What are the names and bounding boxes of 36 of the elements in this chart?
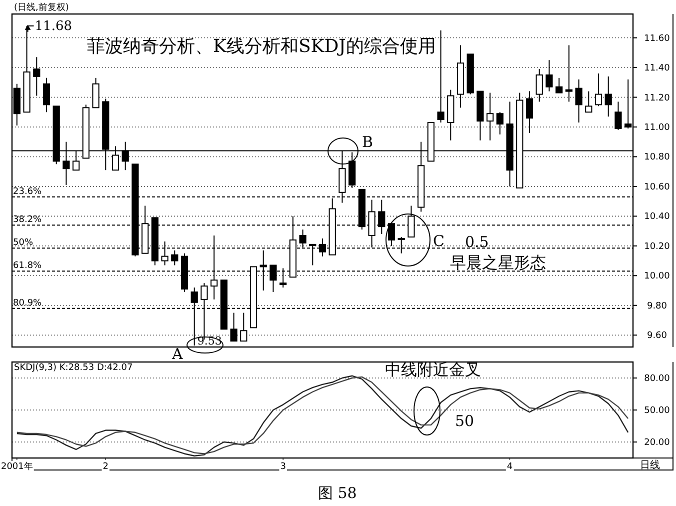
caption: 图 58 bbox=[318, 484, 357, 502]
x-tick-label: 2001年 bbox=[0, 461, 33, 472]
annotation: 早晨之星形态 bbox=[450, 253, 546, 272]
y-tick-label: 10.20 bbox=[644, 242, 670, 252]
annotation: C bbox=[433, 232, 444, 250]
y-tick-label: 10.60 bbox=[644, 182, 670, 192]
annotation: 中线附近金叉 bbox=[385, 360, 481, 379]
annotation: 80.9% bbox=[13, 298, 42, 308]
y-tick-label: 10.80 bbox=[644, 152, 670, 163]
chart-title: SKDJ(9,3) K:28.53 D:42.07 bbox=[14, 363, 133, 373]
annotation: 38.2% bbox=[13, 215, 42, 226]
y-tick-label: 11.40 bbox=[644, 64, 670, 74]
annotation: 23.6% bbox=[13, 186, 42, 197]
annotation: 50% bbox=[13, 238, 34, 248]
annotation: 11.68 bbox=[34, 18, 72, 34]
y-tick-label: 11.00 bbox=[644, 122, 670, 133]
y-tick-label: 9.60 bbox=[646, 331, 668, 342]
y-tick-label: 10.00 bbox=[644, 272, 670, 282]
annotation: 61.8% bbox=[13, 261, 42, 272]
annotation: 50 bbox=[455, 412, 474, 430]
y-tick-label: 11.20 bbox=[644, 93, 670, 104]
text: (日线,前复权) bbox=[14, 2, 69, 13]
x-tick-label: 2 bbox=[102, 462, 109, 472]
x-tick-label: 3 bbox=[280, 462, 286, 472]
y-tick-label: 50.00 bbox=[644, 406, 670, 416]
text: 菲波纳奇分析、K线分析和SKDJ的综合使用 bbox=[87, 36, 436, 57]
y-tick-label: 80.00 bbox=[644, 374, 670, 384]
annotation: B bbox=[362, 133, 374, 151]
x-tick-label: 4 bbox=[506, 462, 513, 472]
text: 日线 bbox=[640, 459, 660, 471]
annotation: 0.5 bbox=[465, 233, 489, 251]
annotation: A bbox=[171, 345, 183, 363]
y-tick-label: 9.80 bbox=[646, 301, 668, 312]
y-tick-label: 11.60 bbox=[644, 34, 670, 44]
y-tick-label: 20.00 bbox=[644, 438, 670, 448]
y-tick-label: 10.40 bbox=[644, 212, 670, 222]
